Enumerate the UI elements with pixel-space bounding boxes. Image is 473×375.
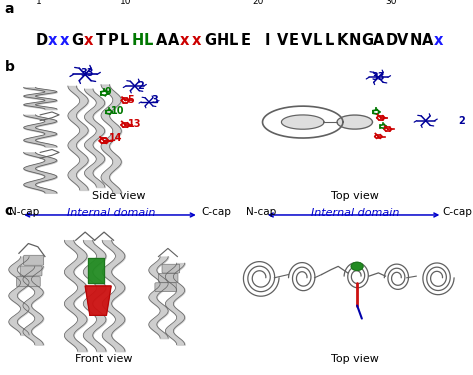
Text: L: L [325, 33, 334, 48]
Text: x: x [84, 33, 93, 48]
Text: G: G [204, 33, 217, 48]
Text: 9: 9 [104, 87, 111, 97]
Text: D: D [35, 33, 48, 48]
Text: 3: 3 [151, 95, 158, 105]
Text: A: A [168, 33, 180, 48]
Text: 30: 30 [385, 0, 397, 6]
Polygon shape [337, 115, 373, 129]
Text: I: I [265, 33, 270, 48]
Polygon shape [281, 115, 324, 129]
Text: x: x [180, 33, 190, 48]
Text: 33: 33 [80, 68, 94, 78]
Text: 5: 5 [128, 95, 134, 105]
Text: 2: 2 [458, 116, 464, 126]
Text: A: A [373, 33, 385, 48]
FancyBboxPatch shape [158, 273, 178, 282]
Text: 10: 10 [111, 105, 125, 116]
Text: G: G [72, 33, 84, 48]
Text: V: V [277, 33, 288, 48]
Text: 13: 13 [128, 118, 141, 129]
Text: x: x [192, 33, 201, 48]
FancyBboxPatch shape [17, 277, 40, 287]
Text: Internal domain: Internal domain [67, 209, 155, 219]
Text: G: G [361, 33, 373, 48]
Text: E: E [240, 33, 251, 48]
Text: N: N [349, 33, 361, 48]
Text: L: L [228, 33, 238, 48]
FancyBboxPatch shape [162, 264, 180, 273]
Text: D: D [385, 33, 397, 48]
Text: 1: 1 [35, 0, 41, 6]
Text: A: A [421, 33, 433, 48]
Text: V: V [301, 33, 312, 48]
Text: K: K [337, 33, 349, 48]
Text: T: T [96, 33, 106, 48]
Text: E: E [289, 33, 299, 48]
Text: Side view: Side view [91, 192, 145, 201]
Text: x: x [60, 33, 69, 48]
Text: 20: 20 [253, 0, 264, 6]
Text: x: x [47, 33, 57, 48]
Text: Internal domain: Internal domain [311, 209, 399, 219]
Text: C-cap: C-cap [442, 207, 472, 218]
Text: Top view: Top view [331, 192, 379, 201]
Text: H: H [132, 33, 144, 48]
Text: L: L [313, 33, 322, 48]
Text: 2: 2 [137, 81, 144, 91]
Text: A: A [156, 33, 167, 48]
Polygon shape [88, 258, 104, 283]
Text: 33: 33 [372, 72, 385, 82]
Text: c: c [5, 204, 13, 218]
FancyBboxPatch shape [24, 255, 44, 265]
FancyArrowPatch shape [269, 213, 438, 217]
Polygon shape [85, 286, 111, 315]
Text: a: a [5, 2, 14, 16]
Text: L: L [144, 33, 153, 48]
Text: V: V [397, 33, 409, 48]
FancyArrowPatch shape [26, 213, 194, 217]
Text: P: P [108, 33, 119, 48]
Text: L: L [120, 33, 129, 48]
Text: N: N [409, 33, 422, 48]
Text: H: H [216, 33, 228, 48]
Text: 14: 14 [109, 133, 123, 143]
Text: b: b [5, 60, 15, 74]
Text: N-cap: N-cap [246, 207, 276, 218]
Text: Top view: Top view [331, 354, 379, 364]
FancyBboxPatch shape [155, 283, 176, 292]
Circle shape [351, 262, 363, 270]
Text: N-cap: N-cap [9, 207, 40, 218]
Text: C-cap: C-cap [201, 207, 231, 218]
Text: Front view: Front view [75, 354, 133, 364]
Text: x: x [433, 33, 443, 48]
Text: 10: 10 [120, 0, 131, 6]
FancyBboxPatch shape [20, 266, 42, 276]
